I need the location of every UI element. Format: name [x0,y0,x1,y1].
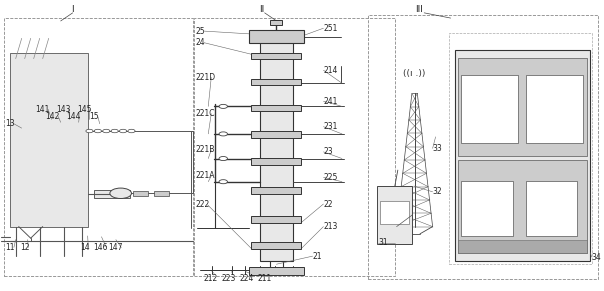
Bar [260,31,293,261]
Bar [251,187,301,194]
Bar [251,158,301,165]
Text: 144: 144 [66,112,81,121]
Bar [94,189,130,198]
Text: 231: 231 [323,122,338,131]
Text: 214: 214 [323,66,338,75]
Circle shape [94,129,101,133]
Circle shape [219,132,228,136]
Text: 251: 251 [323,24,338,33]
Bar [526,181,577,236]
Bar [381,200,410,224]
Bar [249,30,304,43]
Text: 147: 147 [109,243,123,252]
Bar [249,267,304,275]
Text: 141: 141 [36,105,50,114]
Bar [10,53,88,227]
Text: 14: 14 [80,243,89,252]
Text: 22: 22 [323,200,333,208]
Text: 12: 12 [20,243,30,252]
Text: 13: 13 [5,119,15,128]
Text: 15: 15 [89,112,99,121]
Bar [455,50,590,261]
Text: 142: 142 [46,112,60,121]
Bar [251,242,301,249]
Bar [449,33,591,264]
Text: 25: 25 [196,26,205,36]
Text: 221B: 221B [196,145,215,154]
Circle shape [219,180,228,184]
Text: 24: 24 [196,38,205,47]
Bar [378,186,412,244]
Text: 211: 211 [257,274,272,283]
Text: 31: 31 [378,238,388,247]
Text: 23: 23 [323,147,333,156]
Text: 32: 32 [432,187,442,196]
Bar [251,131,301,138]
Bar [133,191,147,196]
Text: 225: 225 [323,173,338,182]
Text: 213: 213 [323,222,338,231]
Text: 145: 145 [77,105,91,114]
Text: 222: 222 [196,200,210,209]
Bar [251,79,301,85]
Bar [458,160,587,253]
Bar [526,75,583,143]
Text: 212: 212 [204,274,217,283]
Bar [271,20,282,25]
Bar [251,216,301,223]
Bar [461,181,513,236]
Text: ((ı .)): ((ı .)) [403,69,426,78]
Text: 223: 223 [222,274,236,283]
Text: I: I [71,6,74,15]
Text: 221A: 221A [196,171,215,180]
Bar [4,18,193,276]
Text: II: II [259,6,265,15]
Circle shape [86,129,93,133]
Bar [458,58,587,156]
Circle shape [128,129,135,133]
Text: III: III [416,6,423,15]
Text: 221C: 221C [196,109,215,118]
Circle shape [110,188,132,198]
Circle shape [120,129,127,133]
Text: 21: 21 [313,252,322,261]
Text: 34: 34 [591,253,602,262]
Circle shape [219,157,228,161]
Circle shape [219,104,228,109]
Text: 33: 33 [432,144,442,153]
Text: 11: 11 [5,243,15,252]
Text: 143: 143 [56,105,71,114]
Circle shape [103,129,110,133]
Text: 221D: 221D [196,73,216,82]
Bar [458,240,587,253]
Text: 146: 146 [94,243,108,252]
Bar [153,191,169,196]
Bar [251,105,301,111]
Text: 224: 224 [239,274,254,283]
Bar [194,18,395,276]
Bar [251,53,301,59]
Bar [461,75,518,143]
Bar [368,15,597,279]
Text: 241: 241 [323,97,338,106]
Circle shape [111,129,118,133]
